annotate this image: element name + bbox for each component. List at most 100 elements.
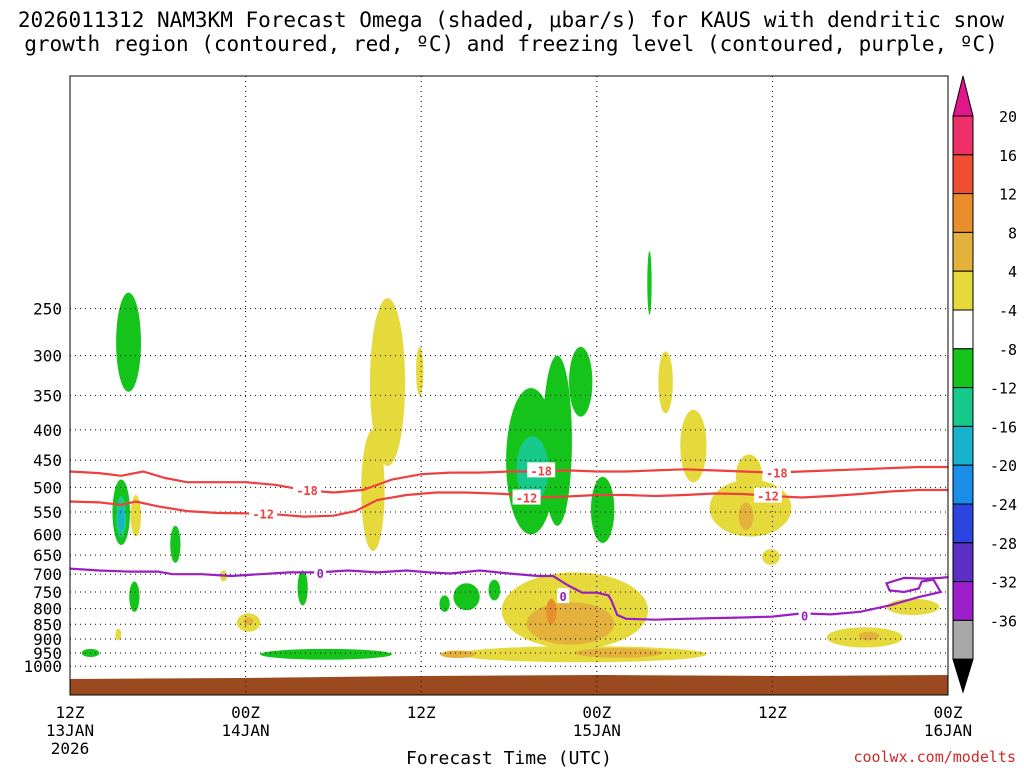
colorbar-bin	[952, 425, 974, 466]
omega-region-39	[858, 631, 880, 641]
chart-title-line-2: growth region (contoured, red, ºC) and f…	[24, 32, 998, 56]
colorbar-bin	[952, 193, 974, 233]
y-tick-label: 600	[33, 525, 62, 544]
contour-label: -12	[757, 490, 779, 504]
contour-label: -12	[252, 507, 274, 521]
colorbar-bin	[952, 503, 974, 544]
y-tick-label: 850	[33, 615, 62, 634]
contour-label-bg	[798, 607, 811, 623]
contour-line-0	[70, 567, 948, 621]
x-tick-label: 12Z	[407, 703, 436, 722]
omega-region-31	[762, 549, 780, 565]
colorbar-bin	[952, 270, 974, 311]
y-tick-label: 650	[33, 546, 62, 565]
colorbar-bin	[952, 231, 974, 272]
x-axis-title: Forecast Time (UTC)	[406, 748, 612, 768]
ground-layer	[70, 675, 948, 695]
omega-region-18	[130, 495, 141, 537]
colorbar-tick-label: -4	[999, 302, 1017, 320]
omega-region-27	[658, 351, 673, 414]
x-tick-label: 16JAN	[924, 721, 972, 740]
colorbar-tick-label: -32	[990, 574, 1017, 592]
omega-region-11	[488, 579, 501, 601]
omega-region-38	[738, 502, 754, 531]
omega-region-37	[243, 617, 254, 625]
colorbar-bottom-arrow	[952, 658, 974, 694]
colorbar-tick-label: 16	[999, 147, 1017, 165]
y-tick-label: 950	[33, 644, 62, 663]
colorbar-bin	[952, 348, 974, 389]
colorbar-bin	[952, 115, 974, 156]
colorbar-bin	[952, 464, 974, 505]
omega-region-28	[680, 409, 707, 483]
y-tick-label: 350	[33, 386, 62, 405]
omega-region-33	[886, 598, 940, 616]
contour-label-bg	[557, 588, 570, 604]
x-tick-label: 00Z	[231, 703, 260, 722]
colorbar-tick-label: -12	[990, 380, 1017, 398]
contour-label: -12	[516, 492, 538, 506]
colorbar-tick-label: -24	[990, 496, 1017, 514]
contour-line--12	[70, 488, 948, 518]
y-axis-labels: 2503003504004505005506006507007508008509…	[23, 300, 62, 677]
omega-region-7	[297, 570, 308, 606]
omega-region-15	[568, 346, 593, 417]
omega-region-22	[369, 298, 406, 466]
contour-label-bg	[527, 462, 556, 478]
y-tick-label: 750	[33, 583, 62, 602]
colorbar-tick-label: -16	[990, 418, 1017, 436]
colorbar-tick-label: -28	[990, 535, 1017, 553]
y-tick-label: 450	[33, 451, 62, 470]
colorbar: 20 16 12 8 4 -4 -8 -12 -16 -20 -24 -28 -32 -36	[952, 75, 1017, 694]
contour-label-bg	[293, 481, 322, 497]
contour-label: -18	[530, 464, 552, 478]
contour-label-bg	[762, 464, 791, 480]
omega-region-40	[546, 598, 557, 625]
omega-region-21	[115, 628, 122, 641]
x-tick-label: 15JAN	[573, 721, 621, 740]
contour-label: -18	[296, 484, 318, 498]
colorbar-top-arrow	[952, 75, 974, 117]
credit-text: coolwx.com/modelts	[853, 748, 1016, 766]
colorbar-bin	[952, 309, 974, 350]
contour-label: -18	[766, 467, 788, 481]
omega-region-0	[116, 292, 141, 392]
colorbar-bin	[952, 154, 974, 195]
omega-region-17	[647, 251, 652, 315]
contour-line--18	[70, 465, 948, 494]
colorbar-bin	[952, 619, 974, 660]
contour-label-bg	[512, 489, 541, 505]
x-tick-label: 00Z	[582, 703, 611, 722]
contour-label-bg	[249, 505, 278, 521]
omega-region-8	[260, 648, 392, 660]
x-tick-label: 13JAN	[46, 721, 94, 740]
omega-region-6	[170, 525, 181, 563]
x-tick-label: 12Z	[758, 703, 787, 722]
x-tick-label: 14JAN	[222, 721, 270, 740]
chart-title-line-1: 2026011312 NAM3KM Forecast Omega (shaded…	[18, 8, 1005, 32]
omega-region-3	[118, 507, 125, 531]
omega-region-9	[439, 595, 450, 612]
colorbar-tick-label: 12	[999, 186, 1017, 204]
omega-region-16	[590, 476, 615, 543]
x-tick-label: 2026	[51, 739, 90, 758]
y-tick-label: 550	[33, 503, 62, 522]
contour-label-bg	[314, 565, 327, 581]
colorbar-bin	[952, 542, 974, 583]
colorbar-tick-label: -20	[990, 457, 1017, 475]
y-tick-label: 300	[33, 347, 62, 366]
colorbar-tick-label: -8	[999, 341, 1017, 359]
contour-label: 0	[801, 610, 808, 624]
colorbar-tick-label: -36	[990, 612, 1017, 630]
omega-region-24	[416, 346, 424, 396]
y-tick-label: 900	[33, 630, 62, 649]
colorbar-tick-label: 8	[1008, 224, 1017, 242]
contour-label-bg	[754, 487, 783, 503]
contour-label: 0	[317, 567, 324, 581]
contour-label: 0	[560, 590, 567, 604]
y-tick-label: 400	[33, 421, 62, 440]
plot-area-background	[70, 76, 948, 695]
temperature-contours: -18 -18 -18 -12 -12 -12 0 0 0	[70, 462, 948, 624]
